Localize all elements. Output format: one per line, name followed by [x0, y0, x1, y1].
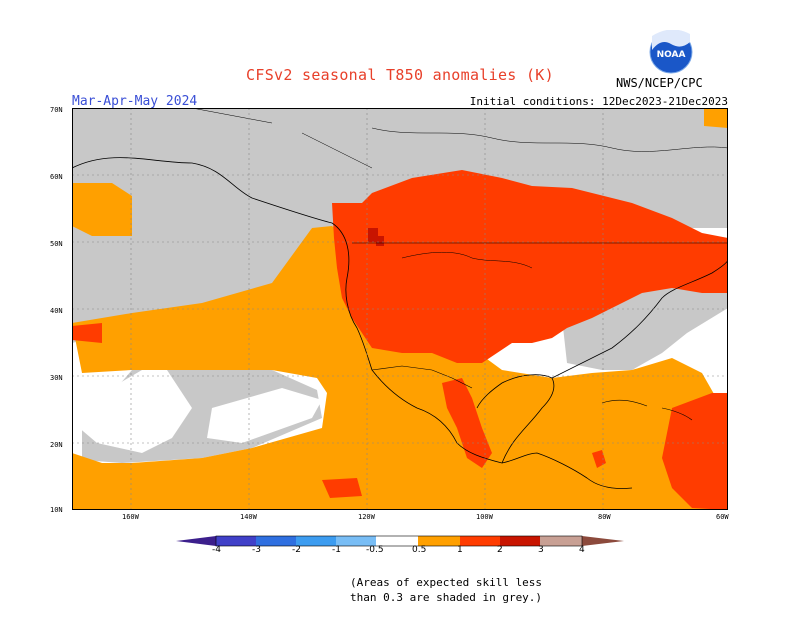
initial-conditions-label: Initial conditions: 12Dec2023-21Dec2023: [469, 95, 728, 108]
anomaly-0.5-1: [72, 108, 728, 510]
season-label: Mar-Apr-May 2024: [72, 94, 198, 109]
legend-tick: -3: [252, 545, 261, 555]
lat-label-70n: 70N: [50, 106, 63, 114]
legend-tick: 3: [538, 545, 544, 555]
legend-swatch-minus1-minus0.5: [336, 536, 376, 546]
lon-label-140w: 140W: [240, 513, 257, 521]
legend-swatch-3-4: [540, 536, 582, 546]
legend-tick: -2: [292, 545, 301, 555]
neutral-regions: [77, 370, 322, 453]
legend-swatch-minus3-minus2: [256, 536, 296, 546]
legend-swatch-neutral: [376, 536, 418, 546]
legend-tick: 2: [497, 545, 503, 555]
anomaly-1-2: [72, 170, 728, 510]
anomaly-map: [72, 108, 728, 510]
legend-tick: -1: [332, 545, 341, 555]
legend-tick: 1: [457, 545, 463, 555]
lat-label-10n: 10N: [50, 506, 63, 514]
agency-label: NWS/NCEP/CPC: [616, 76, 703, 90]
chart-title: CFSv2 seasonal T850 anomalies (K): [246, 66, 554, 84]
legend-tick: -0.5: [366, 545, 384, 555]
legend-swatch-0.5-1: [418, 536, 460, 546]
legend-tick: 0.5: [412, 545, 427, 555]
lon-label-60w: 60W: [716, 513, 729, 521]
noaa-logo-icon: NOAA: [649, 30, 693, 74]
legend-swatch-1-2: [460, 536, 500, 546]
anomaly-2-3: [368, 228, 384, 246]
lat-label-50n: 50N: [50, 240, 63, 248]
coastlines: [72, 108, 728, 489]
lat-label-20n: 20N: [50, 441, 63, 449]
lat-label-30n: 30N: [50, 374, 63, 382]
lon-label-120w: 120W: [358, 513, 375, 521]
legend-swatch-above-4: [582, 536, 624, 546]
lon-label-160w: 160W: [122, 513, 139, 521]
footnote-line-1: (Areas of expected skill less: [350, 576, 543, 589]
legend-swatch-below-minus4: [176, 536, 216, 546]
graticule: [72, 108, 728, 510]
skill-footnote: (Areas of expected skill less than 0.3 a…: [350, 575, 542, 605]
lat-label-40n: 40N: [50, 307, 63, 315]
lon-label-100w: 100W: [476, 513, 493, 521]
color-legend: [176, 535, 624, 547]
legend-swatch-minus2-minus1: [296, 536, 336, 546]
legend-tick: -4: [212, 545, 221, 555]
lon-label-80w: 80W: [598, 513, 611, 521]
lat-label-60n: 60N: [50, 173, 63, 181]
legend-swatch-2-3: [500, 536, 540, 546]
footnote-line-2: than 0.3 are shaded in grey.): [350, 591, 543, 604]
noaa-logo-text: NOAA: [657, 50, 686, 60]
legend-tick: 4: [579, 545, 585, 555]
legend-swatch-minus4-minus3: [216, 536, 256, 546]
